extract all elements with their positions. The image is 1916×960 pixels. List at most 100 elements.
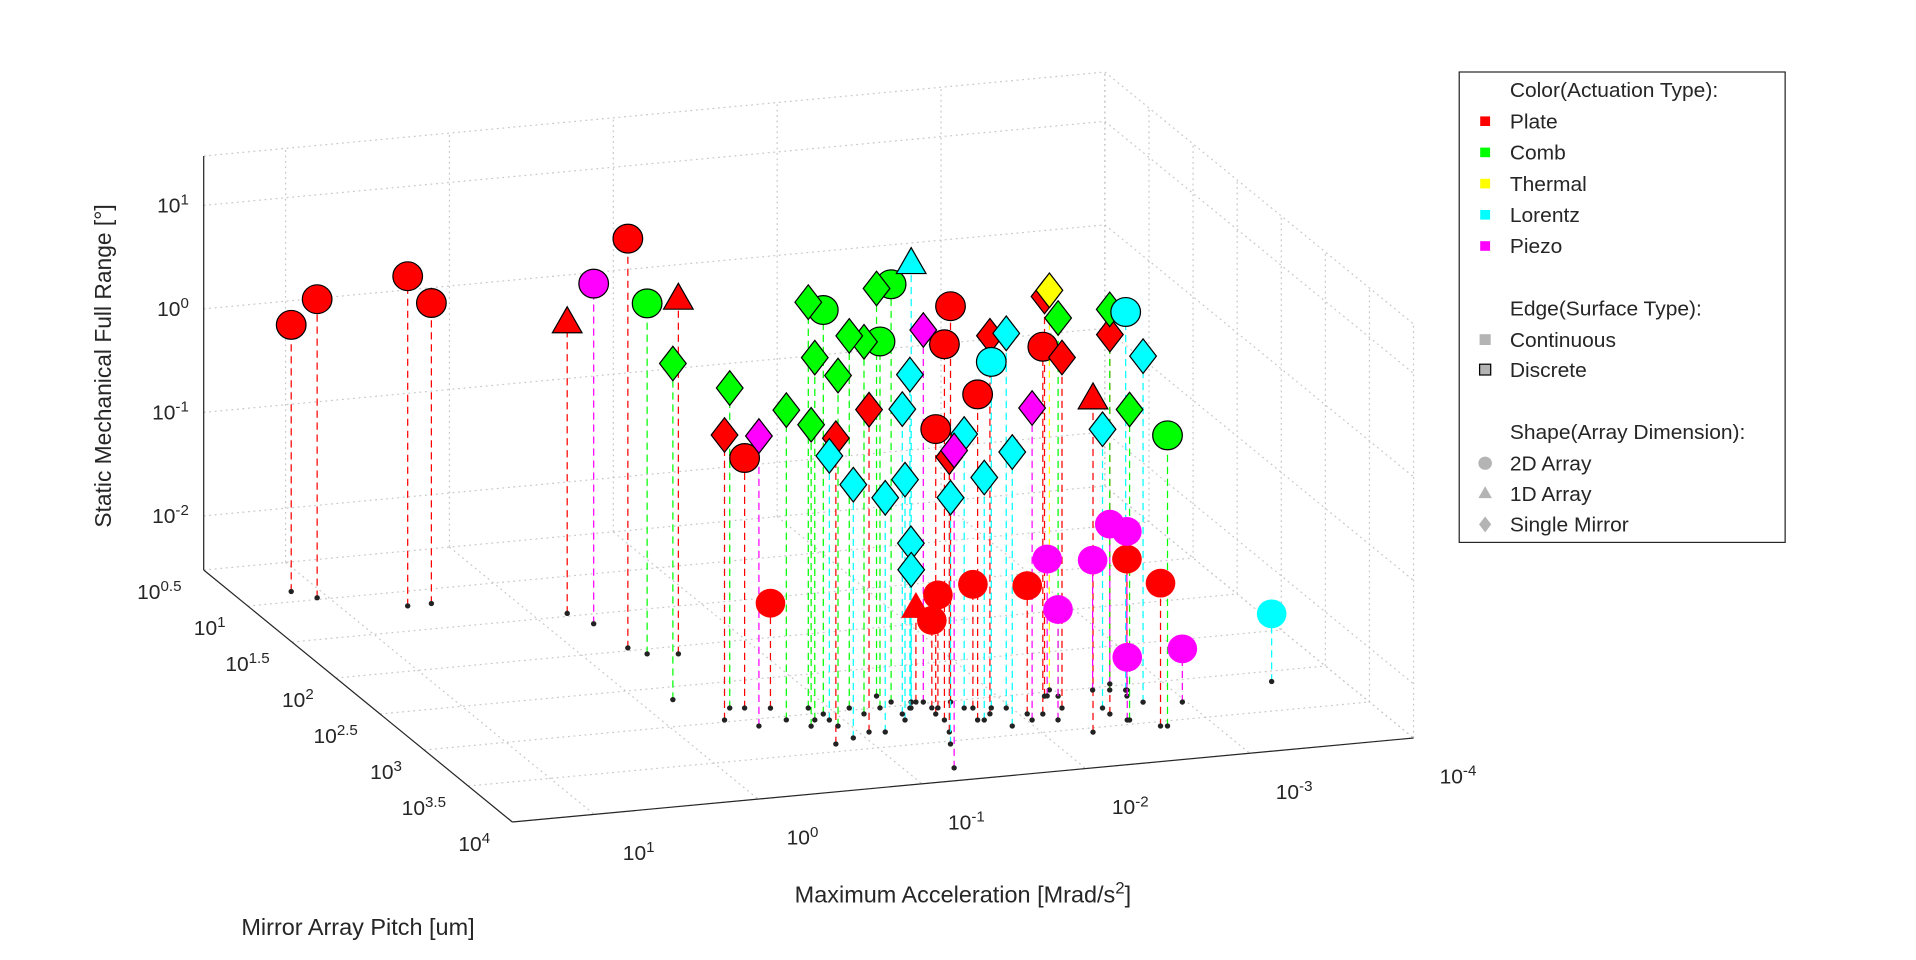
marker bbox=[1047, 339, 1077, 376]
floor-dot bbox=[1089, 687, 1096, 693]
floor-dot bbox=[1029, 717, 1035, 723]
legend-title: Color(Actuation Type): bbox=[1510, 79, 1718, 102]
y-tick-label: 102 bbox=[282, 687, 314, 712]
marker bbox=[895, 356, 925, 393]
label-layer: Maximum Acceleration [Mrad/s2] Mirror Ar… bbox=[90, 193, 1477, 940]
floor-dot bbox=[741, 705, 748, 711]
legend-swatch bbox=[1479, 516, 1492, 533]
floor-dot bbox=[564, 610, 570, 616]
box-edge bbox=[203, 71, 1105, 157]
marker bbox=[662, 282, 695, 310]
marker bbox=[729, 443, 761, 474]
marker bbox=[890, 461, 920, 498]
marker bbox=[578, 268, 610, 299]
marker bbox=[1112, 642, 1143, 672]
floor-dot bbox=[1124, 717, 1130, 723]
z-grid-line bbox=[1104, 224, 1414, 478]
floor-dot bbox=[907, 705, 913, 711]
floor-dot bbox=[908, 699, 914, 705]
y-tick-label: 102.5 bbox=[314, 723, 358, 748]
x-tick-label: 10-4 bbox=[1440, 764, 1477, 789]
floor-dot bbox=[1024, 711, 1030, 717]
marker bbox=[839, 466, 868, 503]
x-tick-label: 10-3 bbox=[1276, 779, 1313, 804]
marker bbox=[275, 309, 307, 340]
floor-dot bbox=[1090, 729, 1096, 735]
floor-dot bbox=[846, 705, 852, 711]
floor-dot bbox=[826, 717, 833, 723]
floor-dot bbox=[727, 705, 733, 711]
floor-dot bbox=[866, 729, 872, 735]
marker bbox=[1256, 599, 1287, 629]
marker bbox=[1088, 410, 1117, 448]
floor-dot bbox=[902, 717, 908, 723]
floor-dot bbox=[1055, 693, 1061, 699]
floor-dot bbox=[933, 711, 939, 717]
marker bbox=[815, 437, 844, 475]
floor-dot bbox=[1059, 705, 1065, 711]
x-axis-line bbox=[512, 737, 1414, 823]
legend: Color(Actuation Type): Plate Comb Thermal Lo… bbox=[1458, 71, 1786, 543]
y-axis-label: Mirror Array Pitch [um] bbox=[241, 914, 474, 940]
marker bbox=[1112, 544, 1142, 574]
marker bbox=[992, 315, 1021, 352]
floor-dot bbox=[1164, 723, 1171, 729]
z-grid-line bbox=[203, 120, 1105, 206]
z-tick-label: 10-2 bbox=[152, 503, 189, 528]
floor-dot bbox=[1040, 711, 1046, 717]
stem-layer bbox=[288, 238, 1275, 771]
marker bbox=[392, 261, 424, 292]
marker bbox=[998, 433, 1027, 471]
floor-dot bbox=[1055, 717, 1061, 723]
marker bbox=[797, 406, 826, 444]
marker bbox=[962, 379, 994, 410]
z-grid-line bbox=[203, 431, 1105, 517]
y-tick-label: 103 bbox=[370, 759, 402, 784]
x-tick-label: 10-1 bbox=[948, 810, 985, 835]
floor-dot bbox=[590, 621, 597, 627]
z-grid-line bbox=[203, 327, 1105, 413]
marker bbox=[895, 246, 928, 275]
floor-dot bbox=[888, 699, 894, 705]
floor-dot bbox=[1044, 693, 1050, 699]
floor-dot bbox=[767, 705, 774, 711]
floor-dot bbox=[1107, 687, 1113, 693]
floor-dot bbox=[877, 705, 883, 711]
z-grid-line bbox=[1104, 431, 1414, 685]
legend-swatch bbox=[1478, 363, 1492, 376]
floor-dot bbox=[951, 765, 957, 771]
marker bbox=[923, 580, 953, 610]
legend-swatch bbox=[1478, 486, 1492, 499]
x-grid-line bbox=[449, 546, 759, 800]
marker bbox=[901, 591, 931, 618]
legend-swatch bbox=[1479, 334, 1491, 345]
marker bbox=[658, 345, 687, 382]
marker bbox=[800, 339, 829, 376]
y-tick-label: 103.5 bbox=[402, 795, 446, 820]
marker bbox=[1167, 634, 1198, 664]
z-tick-label: 10-1 bbox=[152, 400, 189, 425]
y-axis-line bbox=[203, 569, 513, 823]
marker bbox=[854, 391, 884, 428]
floor-dot bbox=[756, 723, 762, 729]
marker bbox=[940, 432, 969, 469]
x-tick-label: 101 bbox=[623, 840, 655, 865]
floor-dot bbox=[820, 711, 827, 717]
marker bbox=[958, 569, 988, 599]
floor-dot bbox=[947, 741, 954, 747]
x-tick-label: 10-2 bbox=[1112, 794, 1149, 819]
floor-dot bbox=[913, 699, 919, 705]
marker bbox=[1012, 571, 1043, 601]
floor-dot bbox=[1179, 699, 1186, 705]
marker bbox=[715, 369, 744, 407]
marker bbox=[835, 317, 864, 355]
floor-dot bbox=[899, 711, 906, 717]
floor-dot bbox=[805, 705, 811, 711]
floor-dot bbox=[314, 595, 320, 601]
marker bbox=[744, 417, 774, 455]
legend-swatch bbox=[1480, 241, 1491, 251]
marker bbox=[1110, 296, 1142, 327]
floor-dot bbox=[920, 699, 927, 705]
y-grid-line bbox=[203, 485, 1105, 571]
y-grid-line bbox=[335, 593, 1238, 679]
